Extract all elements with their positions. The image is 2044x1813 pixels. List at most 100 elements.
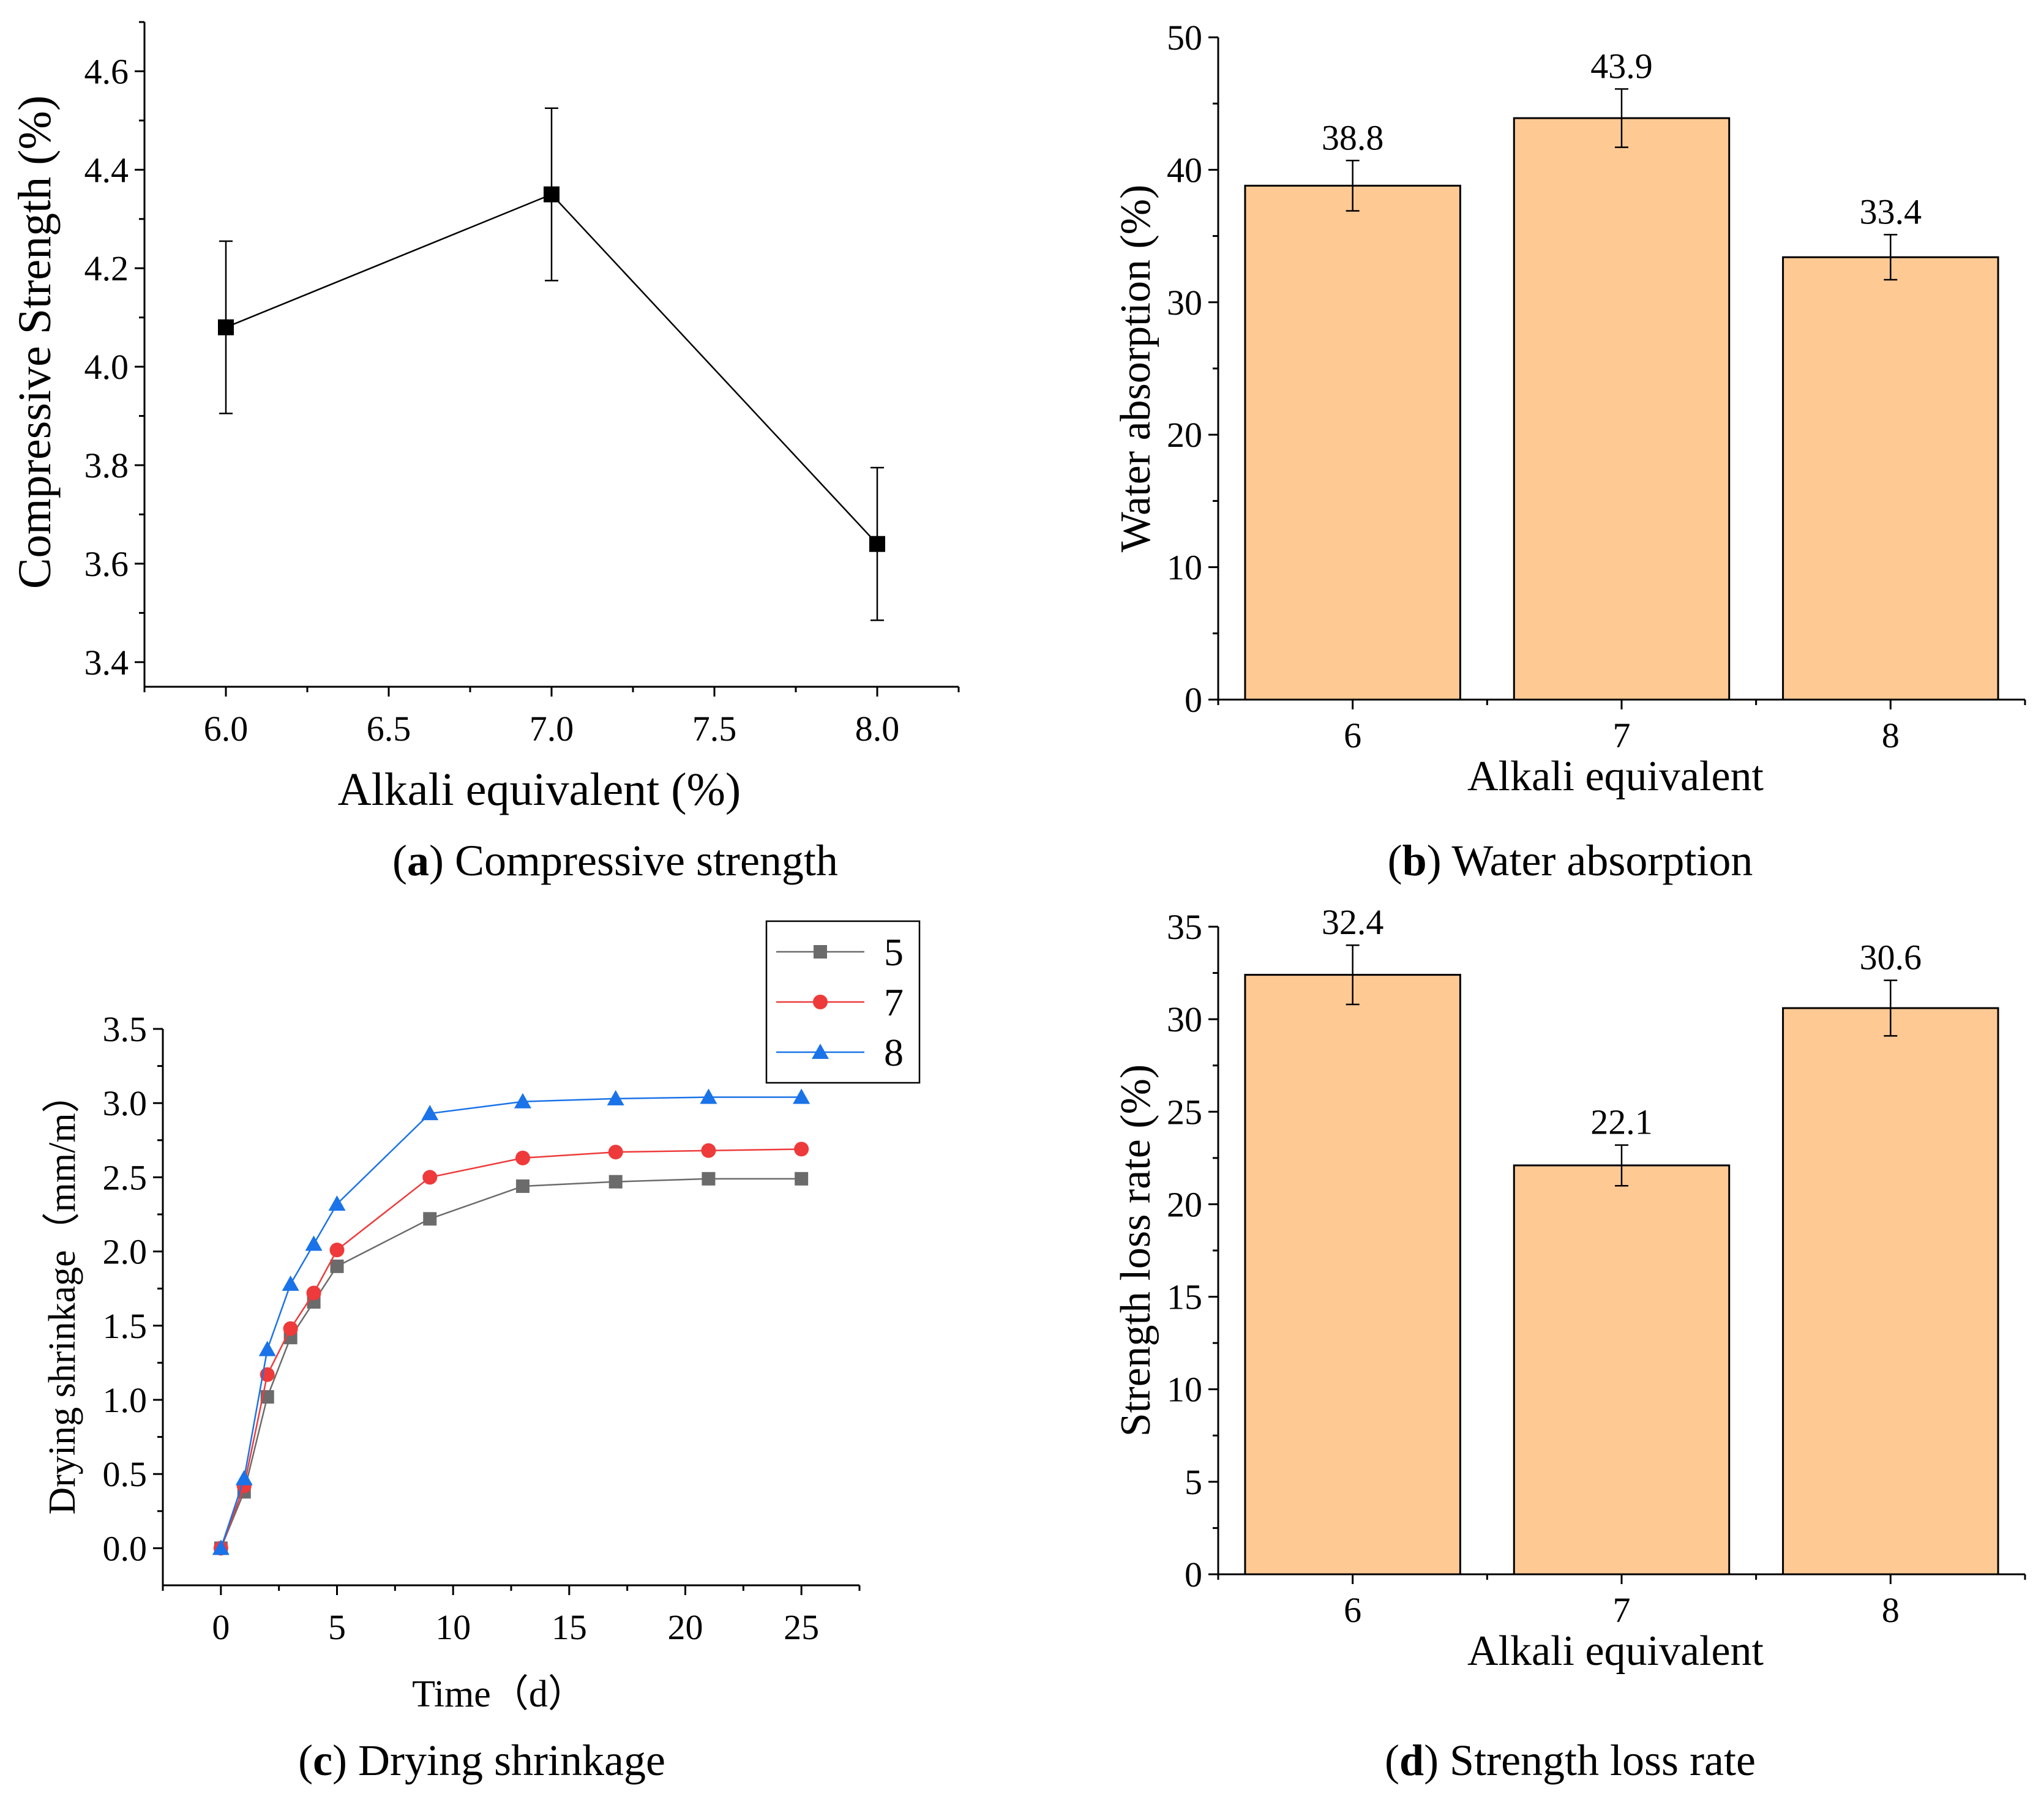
y-tick-label: 35 xyxy=(1167,907,1202,947)
panel-a-compressive-strength: 3.4 3.6 3.8 4.0 4.2 4.4 4.6 6.0 6.5 7.0 7.5 8.0 Alka… xyxy=(9,21,960,885)
y-tick-label: 1.5 xyxy=(103,1306,148,1346)
data-point xyxy=(235,1470,253,1486)
y-tick-label: 10 xyxy=(1167,548,1202,588)
bar-6 xyxy=(1244,974,1461,1576)
data-point xyxy=(793,1088,810,1104)
bar-8 xyxy=(1782,1007,1999,1576)
caption-c: (c) Drying shrinkage xyxy=(298,1736,665,1785)
caption-title: ) Compressive strength xyxy=(429,836,838,885)
data-point-square xyxy=(544,186,560,203)
caption-paren-open: ( xyxy=(298,1736,313,1785)
data-point xyxy=(258,1340,276,1356)
x-tick-label: 15 xyxy=(552,1607,587,1647)
data-point xyxy=(330,1259,344,1273)
y-axis-label: Water absorption (%) xyxy=(1112,185,1159,553)
caption-paren-open: ( xyxy=(1385,1736,1399,1785)
data-point xyxy=(283,1321,298,1336)
data-point xyxy=(702,1172,716,1186)
y-tick-label: 30 xyxy=(1167,283,1202,323)
x-tick-label: 25 xyxy=(784,1607,819,1647)
x-tick-label: 6 xyxy=(1344,1590,1361,1630)
data-label: 22.1 xyxy=(1590,1102,1653,1142)
bar-7 xyxy=(1513,1164,1731,1576)
data-point xyxy=(608,1145,623,1160)
legend-label-7: 7 xyxy=(884,981,904,1024)
data-point xyxy=(282,1275,299,1291)
x-tick-label: 8 xyxy=(1882,1590,1900,1630)
caption-letter: b xyxy=(1402,836,1427,885)
caption-d: (d) Strength loss rate xyxy=(1385,1736,1756,1785)
x-tick-label: 7.5 xyxy=(692,709,737,749)
x-tick-label: 8.0 xyxy=(855,709,900,749)
y-axis-label: Compressive Strength (%) xyxy=(9,95,61,589)
x-tick-label: 0 xyxy=(212,1607,230,1647)
y-tick-label: 3.8 xyxy=(84,446,129,485)
panel-c-drying-shrinkage: 0.0 0.5 1.0 1.5 2.0 2.5 3.0 3.5 0 5 10 15 20 25 5 7 8 Tim… xyxy=(42,920,921,1785)
data-point xyxy=(306,1285,321,1301)
panel-d-strength-loss-rate: 0 5 10 15 20 25 30 35 32.4 6 22.1 7 30.6 8 Alkali equi… xyxy=(1112,902,2026,1785)
y-tick-label: 40 xyxy=(1167,150,1202,190)
legend-marker-8 xyxy=(812,1044,829,1059)
y-tick-label: 25 xyxy=(1167,1092,1202,1132)
data-point-square xyxy=(218,319,234,335)
y-tick-label: 4.6 xyxy=(84,51,129,91)
data-label: 32.4 xyxy=(1322,902,1384,942)
y-tick-label: 30 xyxy=(1167,1000,1202,1039)
caption-a: (a) Compressive strength xyxy=(392,836,838,885)
x-tick-label: 7.0 xyxy=(530,709,574,749)
y-tick-label: 5 xyxy=(1185,1462,1202,1502)
x-axis-label: Alkali equivalent xyxy=(1467,753,1764,800)
y-tick-label: 0.5 xyxy=(103,1454,148,1494)
series-line xyxy=(220,1178,802,1549)
y-axis-label: Strength loss rate (%) xyxy=(1112,1064,1159,1437)
y-tick-label: 0.0 xyxy=(103,1528,148,1568)
data-point xyxy=(328,1195,346,1211)
y-tick-label: 20 xyxy=(1167,1184,1202,1224)
series-5 xyxy=(214,1172,809,1555)
y-tick-label: 2.0 xyxy=(103,1232,148,1272)
legend-marker-5 xyxy=(814,945,827,959)
data-point xyxy=(423,1212,437,1226)
x-tick-label: 7 xyxy=(1613,1590,1631,1630)
y-axis-label: Drying shrinkage（mm/m） xyxy=(42,1075,83,1514)
caption-title: ) Water absorption xyxy=(1427,836,1753,885)
y-tick-label: 0 xyxy=(1185,1555,1202,1594)
data-point xyxy=(515,1150,530,1165)
y-tick-label: 0 xyxy=(1185,680,1202,720)
data-point xyxy=(514,1093,531,1108)
caption-paren-open: ( xyxy=(392,836,407,885)
panel-b-water-absorption: 0 10 20 30 40 50 38.8 6 43.9 7 33.4 8 Alkali equival… xyxy=(1112,18,2026,885)
x-tick-label: 7 xyxy=(1613,716,1631,755)
x-tick-label: 6.0 xyxy=(204,709,249,749)
bar-6 xyxy=(1244,184,1461,701)
x-axis-label: Alkali equivalent xyxy=(1467,1628,1764,1675)
y-tick-label: 3.4 xyxy=(84,643,129,682)
caption-paren-open: ( xyxy=(1388,836,1402,885)
data-point xyxy=(515,1179,530,1193)
y-tick-label: 4.2 xyxy=(84,249,129,288)
data-point xyxy=(795,1172,809,1186)
data-point xyxy=(305,1235,323,1251)
x-tick-label: 20 xyxy=(668,1607,703,1647)
series-line xyxy=(220,1148,802,1549)
legend-marker-7 xyxy=(813,995,828,1009)
legend-label-5: 5 xyxy=(884,930,904,974)
data-point xyxy=(607,1090,624,1105)
y-tick-label: 2.5 xyxy=(103,1157,148,1197)
data-label: 33.4 xyxy=(1860,192,1922,231)
x-tick-label: 10 xyxy=(435,1607,471,1647)
series-line xyxy=(220,1096,802,1549)
y-tick-label: 20 xyxy=(1167,415,1202,455)
y-tick-label: 15 xyxy=(1167,1277,1202,1317)
caption-b: (b) Water absorption xyxy=(1388,836,1753,885)
data-point xyxy=(421,1105,439,1121)
data-label: 38.8 xyxy=(1322,118,1384,157)
bar-8 xyxy=(1782,256,1999,701)
y-tick-label: 3.0 xyxy=(103,1083,148,1123)
y-tick-label: 3.5 xyxy=(103,1009,148,1049)
data-point-square xyxy=(869,536,885,552)
data-point xyxy=(701,1143,716,1158)
data-point xyxy=(794,1142,809,1157)
data-point xyxy=(212,1539,230,1555)
